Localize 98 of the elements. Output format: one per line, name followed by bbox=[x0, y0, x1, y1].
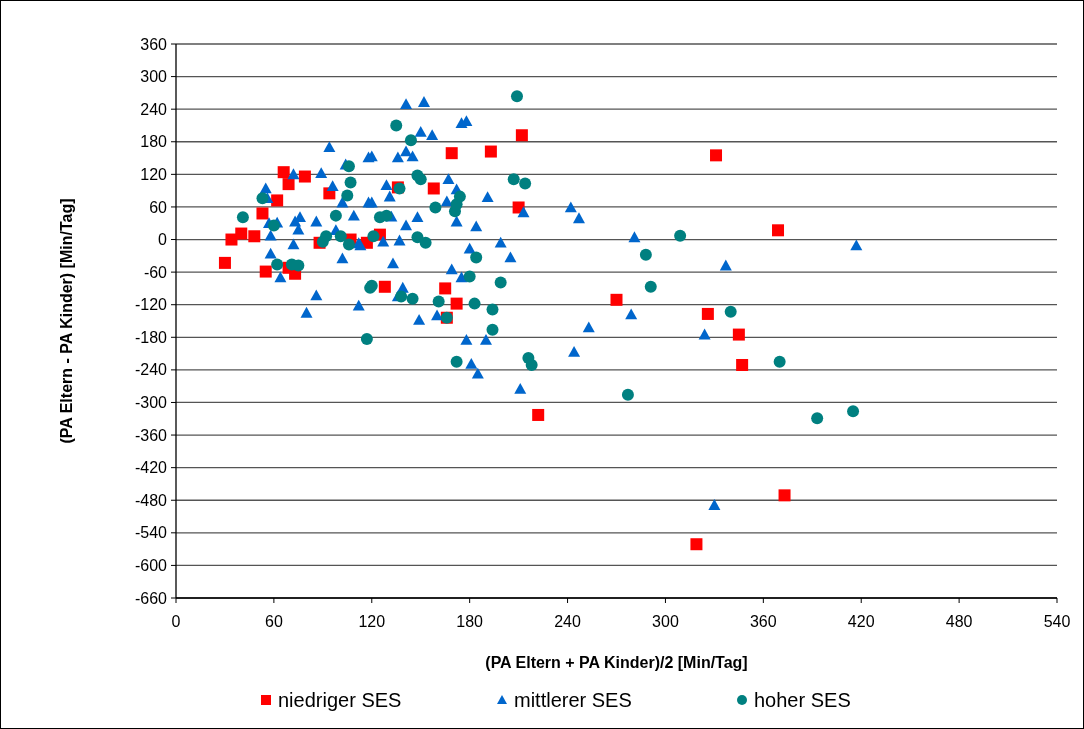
y-tick-label: -60 bbox=[143, 263, 168, 281]
point bbox=[298, 170, 311, 183]
point bbox=[378, 280, 391, 293]
point bbox=[463, 270, 476, 283]
point bbox=[468, 297, 481, 310]
point bbox=[334, 230, 347, 243]
point bbox=[494, 276, 507, 289]
x-tick-label: 360 bbox=[749, 613, 777, 630]
y-tick-label: -240 bbox=[134, 361, 168, 379]
legend-label: niedriger SES bbox=[278, 689, 402, 711]
legend-label: hoher SES bbox=[754, 689, 851, 711]
point bbox=[380, 209, 393, 222]
point bbox=[367, 230, 380, 243]
point bbox=[419, 236, 432, 249]
point bbox=[271, 194, 284, 207]
point bbox=[772, 224, 785, 237]
point bbox=[404, 134, 417, 147]
point bbox=[690, 538, 703, 551]
point bbox=[515, 129, 528, 142]
point bbox=[329, 209, 342, 222]
y-tick-label: -180 bbox=[134, 328, 168, 346]
point bbox=[486, 303, 499, 316]
point bbox=[342, 238, 355, 251]
point bbox=[439, 282, 452, 295]
point bbox=[724, 305, 737, 318]
point bbox=[427, 182, 440, 195]
y-tick-label: -540 bbox=[134, 524, 168, 542]
point bbox=[674, 229, 687, 242]
x-tick-label: 480 bbox=[945, 613, 973, 630]
x-axis-title: (PA Eltern + PA Kinder)/2 [Min/Tag] bbox=[485, 654, 748, 671]
x-tick-label: 60 bbox=[264, 613, 283, 630]
point bbox=[519, 177, 532, 190]
y-tick-label: -420 bbox=[134, 459, 168, 477]
point bbox=[406, 292, 419, 305]
point bbox=[256, 207, 269, 220]
x-tick-label: 0 bbox=[171, 613, 181, 630]
point bbox=[390, 119, 403, 132]
x-tick-label: 300 bbox=[652, 613, 679, 630]
x-tick-label: 240 bbox=[554, 613, 581, 630]
point bbox=[341, 189, 354, 202]
legend-label: mittlerer SES bbox=[514, 689, 632, 711]
point bbox=[525, 358, 538, 371]
point bbox=[507, 173, 520, 186]
y-tick-label: -480 bbox=[134, 491, 168, 509]
y-axis-title: (PA Eltern - PA Kinder) [Min/Tag] bbox=[58, 198, 75, 444]
point bbox=[218, 256, 231, 269]
point bbox=[344, 176, 357, 189]
y-tick-label: 240 bbox=[140, 100, 168, 118]
point bbox=[510, 90, 523, 103]
point bbox=[532, 408, 545, 421]
y-tick-label: 180 bbox=[140, 133, 168, 151]
point bbox=[395, 290, 408, 303]
point bbox=[644, 280, 657, 293]
point bbox=[710, 149, 723, 162]
y-tick-label: 120 bbox=[140, 165, 168, 183]
point bbox=[259, 265, 272, 278]
point bbox=[486, 323, 499, 336]
y-tick-label: -660 bbox=[134, 589, 168, 607]
x-tick-label: 540 bbox=[1043, 613, 1071, 630]
point bbox=[414, 173, 427, 186]
point bbox=[267, 219, 280, 232]
y-tick-label: -600 bbox=[134, 557, 168, 575]
point bbox=[271, 258, 284, 271]
y-tick-label: 360 bbox=[140, 35, 168, 53]
point bbox=[429, 201, 442, 214]
y-tick-label: -300 bbox=[134, 394, 168, 412]
y-tick-label: 60 bbox=[149, 198, 168, 216]
point bbox=[773, 355, 786, 368]
point bbox=[811, 412, 824, 425]
point bbox=[248, 230, 261, 243]
y-tick-label: 0 bbox=[158, 231, 168, 249]
y-tick-label: -120 bbox=[134, 296, 168, 314]
point bbox=[282, 178, 295, 191]
x-tick-label: 120 bbox=[358, 613, 386, 630]
point bbox=[484, 145, 497, 158]
point bbox=[360, 332, 373, 345]
point bbox=[450, 355, 463, 368]
x-tick-label: 180 bbox=[456, 613, 484, 630]
point bbox=[432, 295, 445, 308]
point bbox=[450, 297, 463, 310]
point bbox=[470, 251, 483, 264]
point bbox=[277, 166, 290, 179]
point bbox=[701, 307, 714, 320]
point bbox=[732, 328, 745, 341]
point bbox=[236, 211, 249, 224]
point bbox=[610, 293, 623, 306]
point bbox=[256, 192, 269, 205]
point bbox=[225, 233, 238, 246]
point bbox=[639, 248, 652, 261]
point bbox=[235, 227, 248, 240]
point bbox=[621, 388, 634, 401]
point bbox=[847, 405, 860, 418]
x-tick-label: 420 bbox=[847, 613, 875, 630]
y-tick-label: 300 bbox=[140, 68, 168, 86]
y-tick-label: -360 bbox=[134, 426, 168, 444]
point bbox=[778, 489, 791, 502]
point bbox=[445, 147, 458, 160]
point bbox=[736, 358, 749, 371]
